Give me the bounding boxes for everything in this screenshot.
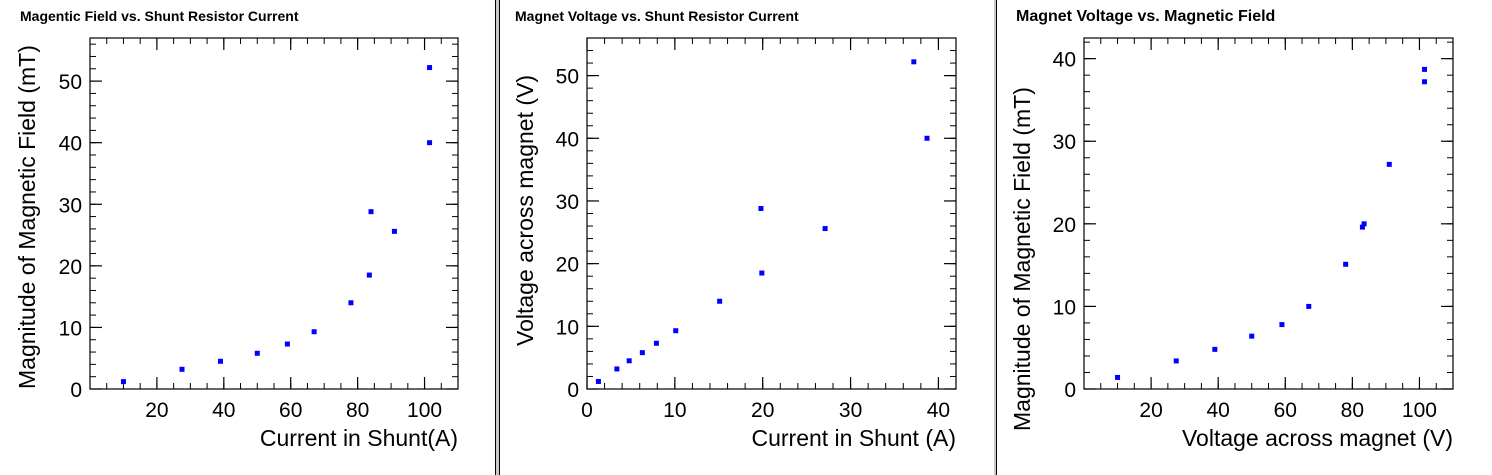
- plot-frame: [586, 37, 957, 390]
- y-tick-label: 30: [59, 194, 82, 217]
- data-point: [614, 366, 620, 372]
- data-point: [1249, 333, 1255, 339]
- chart-title: Magnet Voltage vs. Magnetic Field: [1016, 8, 1275, 25]
- data-point: [366, 272, 372, 278]
- chart-title: Magentic Field vs. Shunt Resistor Curren…: [20, 8, 299, 24]
- x-axis-label: Current in Shunt(A): [260, 425, 458, 451]
- chart-title: Magnet Voltage vs. Shunt Resistor Curren…: [515, 8, 799, 24]
- x-tick-label: 40: [212, 399, 235, 422]
- data-point: [1359, 224, 1365, 230]
- y-tick-label: 10: [1053, 296, 1076, 319]
- chart-field-vs-current: Magentic Field vs. Shunt Resistor Curren…: [14, 8, 459, 451]
- y-tick-label: 20: [59, 256, 82, 279]
- data-point: [427, 65, 433, 71]
- data-point: [120, 379, 126, 385]
- data-point: [1115, 374, 1121, 380]
- x-axis-label: Voltage across magnet (V): [1182, 425, 1453, 451]
- data-point: [758, 205, 764, 211]
- x-tick-label: 100: [1402, 399, 1437, 422]
- data-point: [368, 209, 374, 215]
- x-tick-label: 40: [1207, 399, 1230, 422]
- data-point: [1173, 358, 1179, 364]
- data-point: [595, 378, 601, 384]
- data-point: [626, 358, 632, 364]
- y-tick-label: 40: [59, 133, 82, 156]
- x-tick-label: 100: [407, 399, 442, 422]
- data-point: [924, 135, 930, 141]
- data-point: [217, 358, 223, 364]
- chart-panel-field-vs-current: Magentic Field vs. Shunt Resistor Curren…: [0, 0, 496, 475]
- data-point: [348, 300, 354, 306]
- y-axis-label: Voltage across magnet (V): [512, 75, 538, 346]
- y-tick-label: 10: [59, 317, 82, 340]
- y-tick-label: 20: [556, 254, 579, 277]
- x-axis-label: Current in Shunt (A): [751, 425, 956, 451]
- y-tick-label: 40: [556, 128, 579, 151]
- x-tick-label: 20: [751, 399, 774, 422]
- data-point: [653, 340, 659, 346]
- chart-field-vs-voltage: Magnet Voltage vs. Magnetic Field 20 40 60…: [1009, 8, 1454, 451]
- data-point: [391, 228, 397, 234]
- x-tick-label: 20: [145, 399, 168, 422]
- x-tick-label: 40: [927, 399, 950, 422]
- data-point: [759, 270, 765, 276]
- data-point: [1306, 303, 1312, 309]
- y-tick-label: 50: [556, 66, 579, 89]
- x-tick-label: 30: [839, 399, 862, 422]
- data-point: [911, 59, 917, 65]
- x-tick-label: 60: [279, 399, 302, 422]
- plot-frame: [89, 37, 459, 390]
- x-tick-label: 20: [1139, 399, 1162, 422]
- data-point: [179, 366, 185, 372]
- data-point: [1279, 322, 1285, 328]
- y-axis-label: Magnitude of Magnetic Field (mT): [1009, 87, 1035, 431]
- y-tick-label: 0: [70, 379, 82, 402]
- x-tick-label: 80: [1341, 399, 1364, 422]
- y-tick-label: 40: [1053, 49, 1076, 72]
- data-point: [427, 140, 433, 146]
- chart-panel-voltage-vs-current: Magnet Voltage vs. Shunt Resistor Curren…: [499, 0, 995, 475]
- y-tick-label: 30: [556, 191, 579, 214]
- y-tick-label: 20: [1053, 214, 1076, 237]
- y-tick-label: 10: [556, 316, 579, 339]
- data-point: [673, 328, 679, 334]
- data-point: [1361, 221, 1367, 227]
- panel-divider: [994, 0, 996, 475]
- y-axis-label: Magnitude of Magnetic Field (mT): [14, 45, 40, 389]
- x-tick-label: 80: [346, 399, 369, 422]
- chart-panel-field-vs-voltage: Magnet Voltage vs. Magnetic Field 20 40 60…: [996, 0, 1492, 475]
- y-tick-label: 0: [567, 379, 579, 402]
- x-tick-label: 0: [581, 399, 593, 422]
- data-point: [254, 350, 260, 356]
- data-point: [1343, 261, 1349, 267]
- data-point: [311, 329, 317, 335]
- data-point: [822, 226, 828, 232]
- data-point: [1212, 346, 1218, 352]
- data-point: [284, 341, 290, 347]
- x-tick-label: 60: [1274, 399, 1297, 422]
- y-tick-label: 30: [1053, 131, 1076, 154]
- data-point: [1421, 66, 1427, 72]
- y-tick-label: 0: [1064, 379, 1076, 402]
- data-point: [717, 298, 723, 304]
- data-point: [1421, 79, 1427, 85]
- y-tick-label: 50: [59, 71, 82, 94]
- panel-divider: [496, 0, 499, 475]
- x-tick-label: 10: [663, 399, 686, 422]
- chart-voltage-vs-current: Magnet Voltage vs. Shunt Resistor Curren…: [512, 8, 957, 451]
- plot-frame: [1083, 37, 1454, 390]
- data-point: [1386, 161, 1392, 167]
- data-point: [639, 350, 645, 356]
